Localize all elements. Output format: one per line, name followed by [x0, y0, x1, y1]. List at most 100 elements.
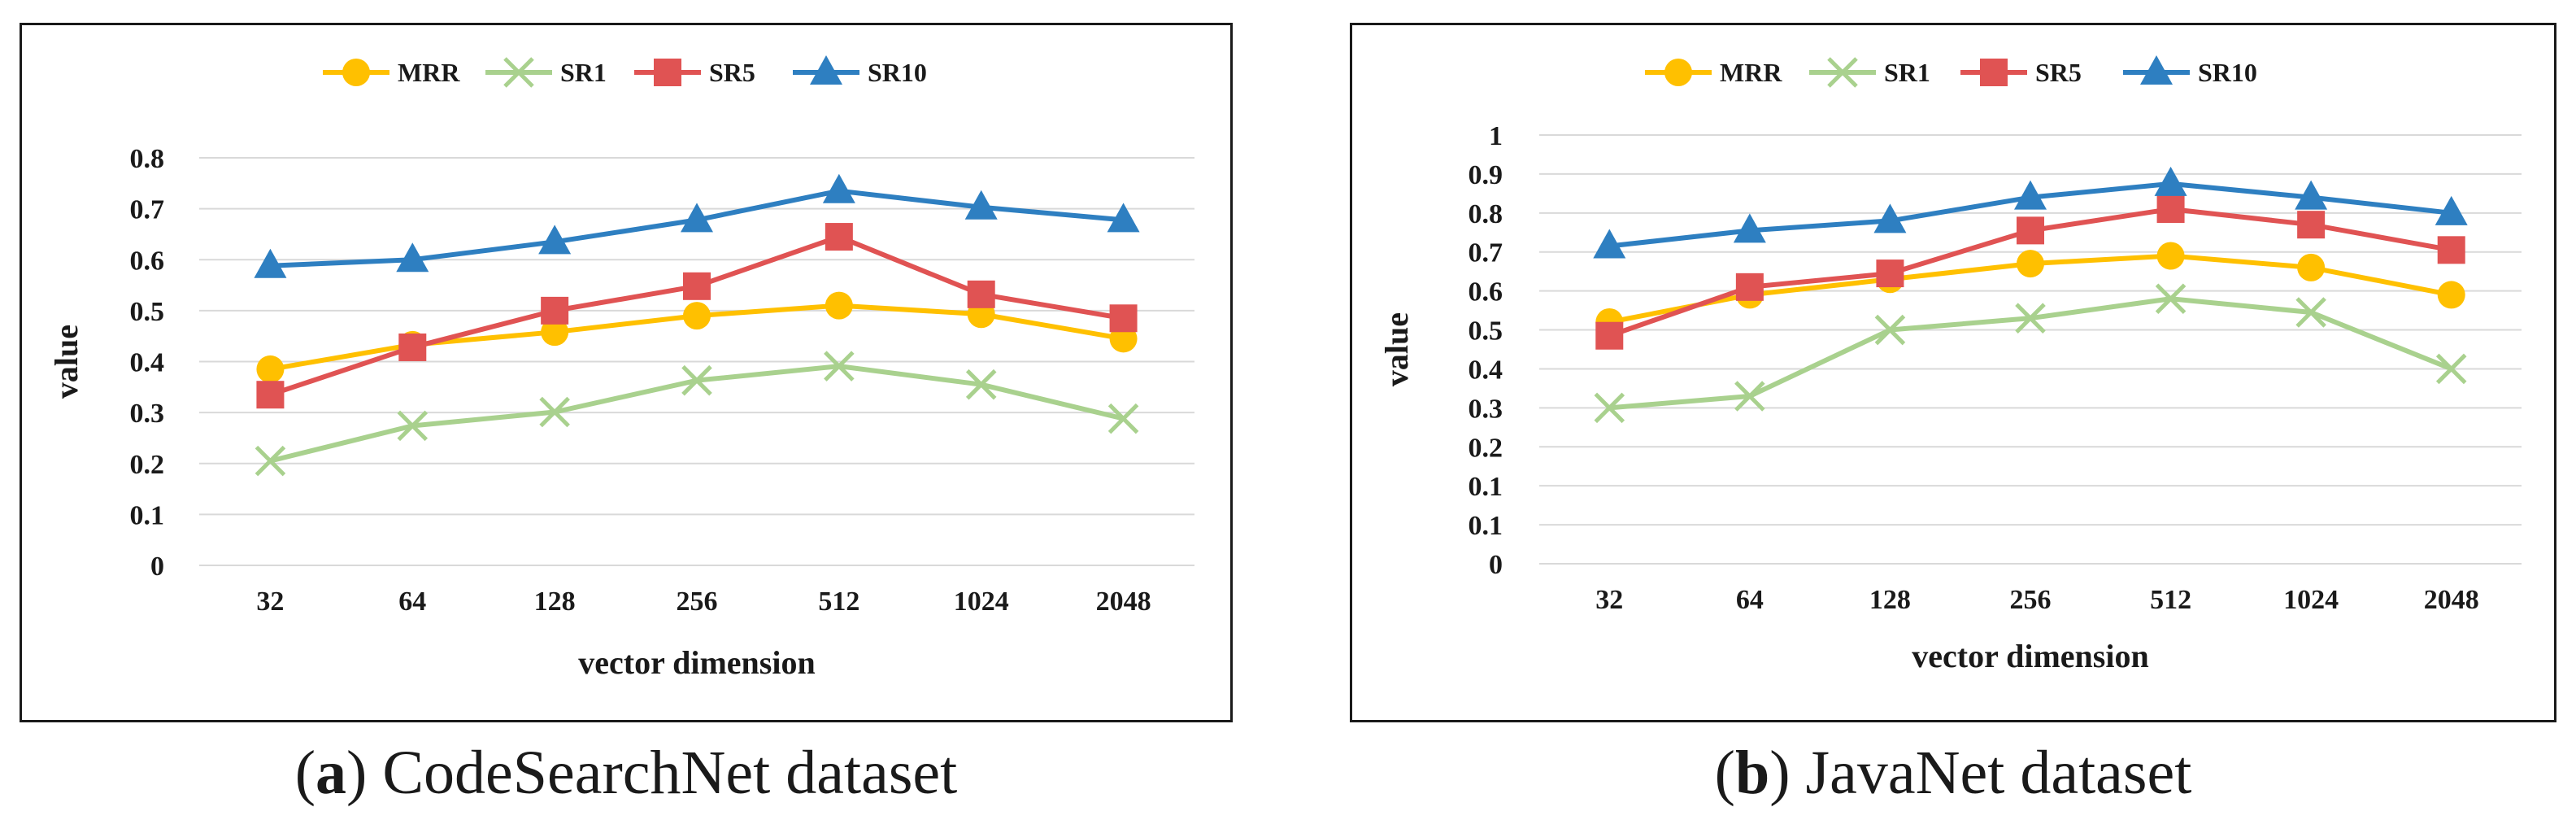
x-axis-label-a: vector dimension: [578, 644, 815, 681]
line-chart-a: 0 0.1 0.2 0.3 0.4 0.5 0.6 0.7 0.8 32 64 128 256 512 10…: [48, 55, 1194, 681]
point-a-mrr-256: [683, 302, 711, 330]
x-tick-label-b-32: 32: [1595, 585, 1623, 615]
x-tick-label-b-512: 512: [2150, 585, 2191, 615]
y-tick-label-b-1: 0.1: [1469, 511, 1503, 541]
y-axis-label-b: value: [1378, 312, 1415, 386]
y-tick-label-a-8: 0.8: [130, 144, 165, 174]
x-tick-label-b-2048: 2048: [2424, 585, 2479, 615]
point-a-sr5-32: [256, 381, 285, 409]
x-tick-label-a-512: 512: [818, 587, 859, 617]
point-a-mrr-512: [825, 291, 853, 320]
chart-panel-b: 0 0.1 0.1 0.2 0.3 0.4 0.5 0.6 0.7 0.8 0.9 1 32 64 128 2…: [1350, 23, 2556, 722]
series-line-b-sr1: [1609, 296, 2452, 411]
y-tick-label-a-5: 0.5: [130, 297, 165, 327]
y-tick-label-b-4: 0.3: [1469, 394, 1503, 424]
y-tick-label-a-6: 0.6: [130, 246, 165, 276]
point-b-sr5-32: [1595, 321, 1624, 350]
y-tick-label-a-7: 0.7: [130, 195, 165, 225]
caption-a-open: (: [294, 739, 316, 807]
x-tick-label-b-64: 64: [1736, 585, 1764, 615]
point-b-sr1-32: [1594, 392, 1625, 424]
point-b-mrr-1024: [2297, 253, 2326, 281]
x-tick-label-a-1024: 1024: [954, 587, 1009, 617]
point-b-sr5-512: [2156, 195, 2185, 224]
point-a-sr10-64: [396, 242, 429, 273]
x-tick-label-a-64: 64: [398, 587, 426, 617]
point-a-sr10-2048: [1107, 203, 1140, 233]
point-a-sr10-32: [254, 248, 287, 278]
caption-a: (a) CodeSearchNet dataset: [20, 728, 1233, 818]
caption-b-text: ) JavaNet dataset: [1769, 739, 2192, 807]
point-a-sr1-32: [255, 445, 286, 477]
caption-a-letter: a: [315, 739, 347, 807]
legend-label-a-sr1: SR1: [560, 58, 607, 87]
point-b-sr10-128: [1873, 203, 1907, 233]
point-b-mrr-512: [2156, 242, 2185, 270]
legend-label-b-sr1: SR1: [1884, 58, 1930, 87]
legend-label-b-mrr: MRR: [1720, 58, 1782, 87]
point-a-sr5-2048: [1109, 304, 1138, 333]
caption-a-text: ) CodeSearchNet dataset: [346, 739, 958, 807]
point-a-sr5-128: [541, 296, 569, 325]
x-tick-label-b-256: 256: [2010, 585, 2052, 615]
y-tick-label-b-10: 0.9: [1469, 160, 1503, 190]
point-b-sr10-1024: [2295, 180, 2328, 210]
point-a-sr1-256: [681, 364, 712, 396]
x-tick-label-a-32: 32: [256, 587, 284, 617]
legend-marker-b-sr10: [2140, 55, 2173, 85]
legend-marker-b-sr1: [1827, 57, 1858, 88]
point-a-sr1-512: [824, 351, 855, 382]
y-axis-label-a: value: [48, 325, 85, 399]
y-tick-label-a-3: 0.3: [130, 399, 165, 429]
point-a-sr5-512: [825, 223, 853, 251]
y-tick-label-b-9: 0.8: [1469, 199, 1503, 229]
point-b-sr10-512: [2154, 166, 2187, 196]
legend-marker-b-sr5: [1980, 59, 2008, 86]
line-chart-b: 0 0.1 0.1 0.2 0.3 0.4 0.5 0.6 0.7 0.8 0.9 1 32 64 128 2…: [1378, 55, 2522, 674]
x-axis-label-b: vector dimension: [1912, 638, 2148, 674]
y-tick-label-a-1: 0.1: [130, 500, 165, 530]
point-a-sr1-2048: [1107, 403, 1139, 434]
legend-label-a-sr10: SR10: [868, 58, 927, 87]
point-b-sr5-128: [1876, 259, 1904, 288]
point-a-sr5-256: [683, 272, 711, 300]
y-tick-label-b-11: 1: [1489, 121, 1503, 151]
point-b-mrr-256: [2017, 250, 2044, 278]
point-a-sr10-256: [681, 203, 713, 233]
legend-label-a-sr5: SR5: [709, 58, 755, 87]
point-b-sr5-1024: [2297, 211, 2326, 239]
point-a-sr1-1024: [965, 369, 997, 400]
y-tick-label-b-0: 0: [1489, 550, 1503, 580]
y-tick-label-b-5: 0.4: [1469, 355, 1503, 385]
legend-marker-b-mrr: [1664, 59, 1692, 86]
y-tick-label-b-6: 0.5: [1469, 316, 1503, 347]
point-a-sr5-1024: [967, 280, 995, 308]
point-b-sr5-2048: [2437, 236, 2465, 264]
point-b-sr1-1024: [2295, 297, 2326, 328]
point-a-sr10-128: [538, 225, 572, 255]
point-b-sr1-256: [2015, 303, 2046, 334]
y-tick-label-b-8: 0.7: [1469, 238, 1503, 268]
point-b-sr10-64: [1733, 213, 1766, 243]
point-a-sr10-1024: [964, 190, 998, 220]
y-tick-label-a-4: 0.4: [130, 348, 165, 378]
point-a-sr5-64: [398, 333, 427, 361]
point-b-sr10-32: [1593, 229, 1626, 259]
legend-label-b-sr10: SR10: [2198, 58, 2257, 87]
x-tick-label-a-2048: 2048: [1096, 587, 1151, 617]
legend-label-a-mrr: MRR: [398, 58, 460, 87]
point-b-sr10-2048: [2435, 195, 2468, 225]
point-a-mrr-128: [541, 318, 569, 347]
point-a-sr1-64: [397, 410, 429, 442]
caption-b-open: (: [1714, 739, 1735, 807]
point-b-sr1-512: [2155, 283, 2187, 314]
point-b-sr10-256: [2014, 180, 2047, 210]
point-b-mrr-2048: [2437, 281, 2465, 309]
point-b-sr1-2048: [2435, 353, 2467, 385]
chart-panel-a: 0 0.1 0.2 0.3 0.4 0.5 0.6 0.7 0.8 32 64 128 256 512 10…: [20, 23, 1233, 722]
x-tick-label-a-128: 128: [534, 587, 576, 617]
x-tick-label-b-128: 128: [1869, 585, 1911, 615]
x-tick-label-a-256: 256: [677, 587, 718, 617]
caption-b-letter: b: [1734, 739, 1770, 807]
point-b-sr1-128: [1874, 314, 1906, 346]
